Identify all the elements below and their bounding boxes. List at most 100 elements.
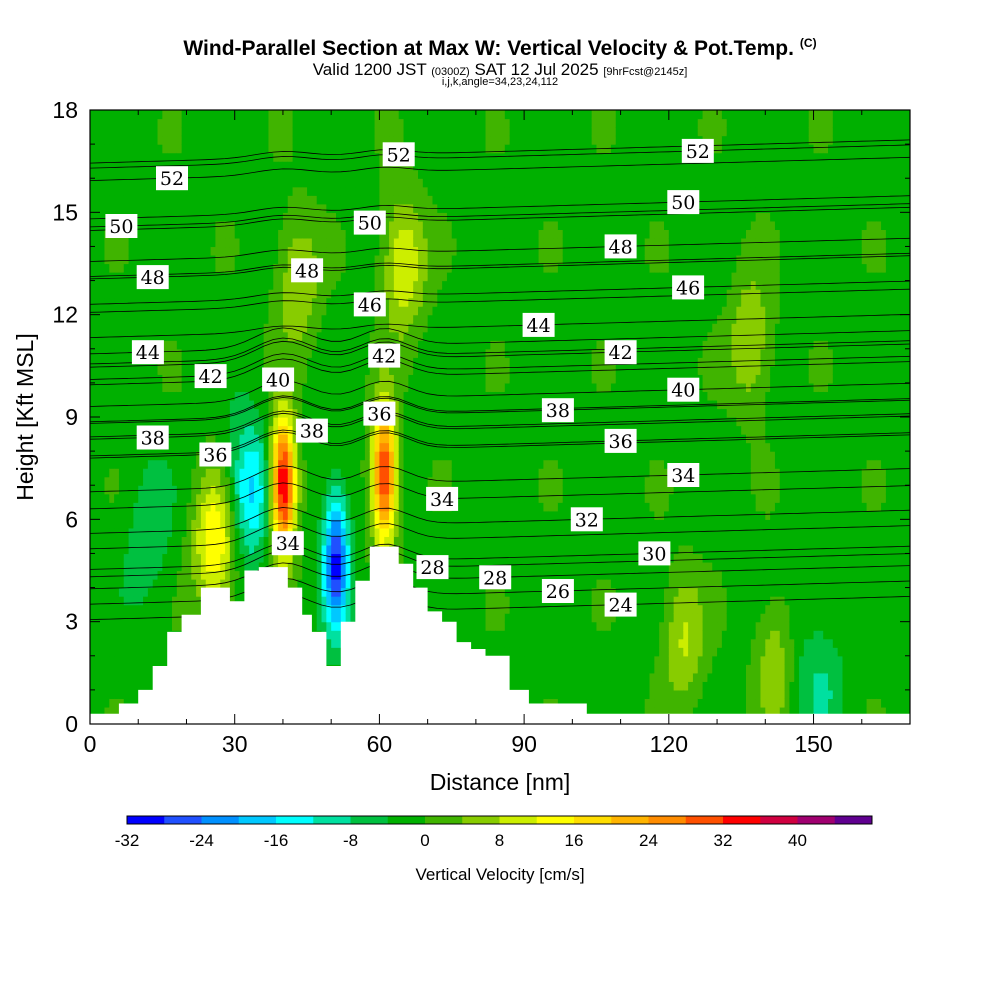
field-cell (282, 110, 289, 120)
field-cell (94, 672, 101, 682)
field-cell (292, 161, 299, 171)
field-cell (287, 229, 294, 239)
field-cell (90, 135, 96, 145)
field-cell (205, 561, 212, 572)
field-cell (215, 297, 221, 307)
field-cell (350, 365, 356, 375)
field-cell (123, 655, 130, 665)
field-cell (191, 272, 197, 282)
field-cell (273, 408, 279, 418)
field-cell (205, 246, 212, 256)
field-cell (384, 110, 390, 120)
field-cell (374, 391, 381, 401)
field-cell (403, 323, 409, 333)
field-cell (143, 451, 149, 461)
field-cell (225, 254, 231, 265)
field-cell (278, 408, 284, 418)
field-cell (123, 237, 130, 248)
field-cell (225, 536, 231, 546)
field-cell (369, 451, 376, 461)
field-cell (254, 127, 260, 137)
field-cell (278, 357, 284, 367)
field-cell (355, 365, 361, 375)
field-cell (220, 561, 226, 572)
field-cell (109, 519, 115, 529)
field-cell (331, 510, 337, 520)
field-cell (225, 357, 231, 367)
field-cell (307, 365, 313, 375)
field-cell (244, 135, 250, 145)
field-cell (196, 579, 202, 589)
field-cell (398, 544, 405, 555)
field-cell (220, 399, 226, 410)
field-cell (152, 536, 159, 546)
field-cell (384, 237, 390, 248)
field-cell (234, 229, 241, 239)
field-cell (263, 476, 270, 486)
field-cell (99, 203, 106, 213)
field-cell (287, 161, 294, 171)
field-cell (220, 485, 226, 495)
field-cell (418, 314, 424, 324)
field-cell (389, 280, 395, 290)
field-cell (408, 314, 414, 324)
field-cell (403, 203, 409, 213)
field-cell (326, 169, 332, 179)
field-cell (374, 118, 381, 128)
field-cell (234, 323, 241, 333)
field-cell (307, 579, 313, 589)
field-cell (292, 374, 299, 384)
field-cell (196, 485, 202, 495)
field-cell (133, 476, 139, 486)
field-cell (176, 365, 183, 375)
field-cell (331, 579, 337, 589)
field-cell (196, 169, 202, 179)
field-cell (273, 323, 279, 333)
field-cell (287, 152, 294, 162)
field-cell (393, 434, 400, 444)
field-cell (336, 485, 342, 495)
field-cell (282, 229, 289, 239)
field-cell (128, 263, 135, 273)
field-cell (364, 391, 371, 401)
field-cell (384, 169, 390, 179)
field-cell (268, 417, 274, 427)
field-cell (118, 186, 125, 196)
field-cell (282, 297, 289, 307)
field-cell (287, 263, 294, 273)
field-cell (200, 203, 207, 213)
field-cell (282, 442, 289, 452)
field-cell (167, 561, 173, 572)
field-cell (186, 110, 192, 120)
field-cell (326, 220, 332, 230)
field-cell (364, 374, 371, 384)
field-cell (229, 425, 236, 435)
field-cell (254, 306, 260, 316)
field-cell (282, 459, 289, 469)
field-cell (263, 408, 270, 418)
field-cell (229, 493, 236, 503)
field-cell (287, 220, 294, 230)
field-cell (393, 220, 400, 230)
field-cell (239, 425, 245, 435)
field-cell (118, 485, 125, 495)
field-cell (393, 280, 400, 290)
field-cell (123, 451, 130, 461)
field-cell (316, 451, 323, 461)
field-cell (172, 237, 178, 248)
field-cell (215, 178, 221, 188)
field-cell (393, 135, 400, 145)
field-cell (239, 178, 245, 188)
field-cell (147, 186, 154, 196)
field-cell (157, 638, 163, 648)
field-cell (278, 127, 284, 137)
field-cell (321, 212, 327, 222)
field-cell (268, 391, 274, 401)
field-cell (350, 161, 356, 171)
field-cell (263, 425, 270, 435)
field-cell (186, 587, 192, 597)
field-cell (311, 570, 318, 580)
field-cell (94, 681, 101, 691)
field-cell (244, 434, 250, 444)
field-cell (249, 118, 255, 128)
